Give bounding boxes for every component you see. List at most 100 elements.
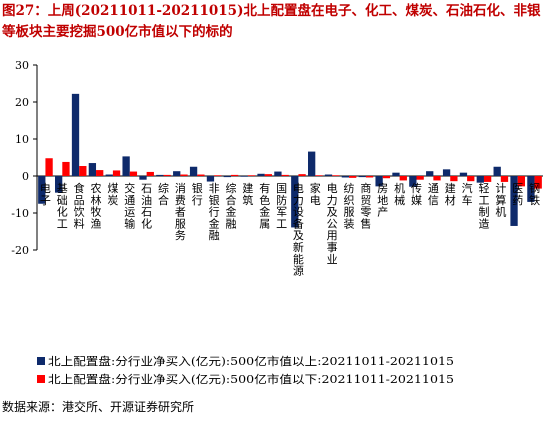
chart-axes: -20 -10 0 10 20 30 xyxy=(11,59,543,257)
chart-bars xyxy=(38,93,542,228)
legend-label: 北上配置盘:分行业净买入(亿元):500亿市值以下:20211011-20211… xyxy=(48,372,454,386)
x-tick-label: 基础化工 xyxy=(57,182,68,230)
bar-below-500-27 xyxy=(500,176,509,182)
x-tick-label: 房地产 xyxy=(377,182,388,219)
x-tick-label: 消费者服务 xyxy=(175,181,186,242)
y-tick-label: -10 xyxy=(11,207,29,220)
bar-below-500-4 xyxy=(112,170,121,176)
x-tick-label: 医药 xyxy=(512,182,523,207)
figure-title: 图27：上周(20211011-20211015)北上配置盘在电子、化工、煤炭、… xyxy=(2,3,541,40)
bar-above-500-26 xyxy=(476,176,484,183)
bar-below-500-9 xyxy=(197,174,205,176)
bar-below-500-5 xyxy=(129,171,138,176)
x-tick-label: 纺织服装 xyxy=(344,181,355,230)
x-tick-label: 综合金融 xyxy=(225,181,236,230)
bar-above-500-1 xyxy=(55,176,63,193)
bar-below-500-1 xyxy=(62,161,70,176)
y-tick-label: -20 xyxy=(11,244,29,257)
bar-above-500-2 xyxy=(71,93,80,176)
x-tick-label: 轻工制造 xyxy=(478,181,489,230)
x-tick-label: 家电 xyxy=(310,181,321,207)
bar-below-500-15 xyxy=(298,174,306,176)
bar-below-500-12 xyxy=(247,175,256,176)
bar-above-500-16 xyxy=(308,151,316,176)
bar-above-500-19 xyxy=(358,176,366,178)
bar-below-500-0 xyxy=(45,158,53,176)
bar-below-500-2 xyxy=(79,166,87,176)
bar-above-500-15 xyxy=(291,176,299,228)
bar-above-500-8 xyxy=(173,171,181,176)
bar-above-500-22 xyxy=(409,176,417,187)
bar-above-500-4 xyxy=(105,174,113,176)
bar-above-500-6 xyxy=(139,176,147,180)
x-tick-label: 交通运输 xyxy=(124,181,135,230)
bar-above-500-13 xyxy=(257,173,265,176)
x-tick-label: 农林牧渔 xyxy=(91,181,102,230)
x-tick-label: 煤炭 xyxy=(107,182,118,207)
bar-below-500-22 xyxy=(416,176,424,180)
legend-swatch xyxy=(37,357,45,365)
y-tick-label: 30 xyxy=(15,59,29,72)
x-tick-label: 汽车 xyxy=(462,181,473,207)
bar-above-500-9 xyxy=(189,166,198,176)
x-tick-label: 综合 xyxy=(158,181,169,207)
x-tick-label: 计算机 xyxy=(495,182,506,219)
x-tick-label: 食品饮料 xyxy=(74,181,85,230)
bar-below-500-6 xyxy=(146,171,154,176)
bar-above-500-24 xyxy=(442,169,451,176)
bar-below-500-19 xyxy=(365,176,374,178)
y-tick-label: 20 xyxy=(15,96,29,109)
x-tick-label: 传媒 xyxy=(411,182,422,207)
bar-below-500-20 xyxy=(382,176,391,179)
bar-below-500-13 xyxy=(264,174,272,176)
bar-above-500-29 xyxy=(527,176,535,202)
x-tick-label: 电力设备及新能源 xyxy=(293,182,304,278)
bar-below-500-29 xyxy=(534,176,542,189)
x-tick-label: 石油石化 xyxy=(141,182,152,230)
bar-below-500-3 xyxy=(96,170,104,176)
bar-below-500-10 xyxy=(214,175,222,176)
x-tick-label: 国防军工 xyxy=(276,182,287,230)
x-tick-label: 电力及公用事业 xyxy=(327,182,338,266)
bar-above-500-10 xyxy=(206,176,215,182)
x-tick-labels: 电子基础化工食品饮料农林牧渔煤炭交通运输石油石化综合消费者服务银行非银行金融综合… xyxy=(40,181,540,278)
bar-below-500-25 xyxy=(467,176,475,182)
x-tick-label: 建筑 xyxy=(242,181,253,207)
x-tick-label: 商贸零售 xyxy=(360,181,371,230)
y-tick-label: 0 xyxy=(22,170,29,183)
bar-below-500-24 xyxy=(450,176,458,182)
x-tick-label: 银行 xyxy=(192,181,203,207)
bar-below-500-26 xyxy=(483,176,492,182)
bar-above-500-25 xyxy=(459,172,468,176)
bar-below-500-17 xyxy=(332,175,340,176)
bar-above-500-12 xyxy=(240,176,248,177)
bar-above-500-14 xyxy=(274,171,282,176)
figure-source: 数据来源：港交所、开源证券研究所 xyxy=(2,400,195,414)
y-tick-label: 10 xyxy=(15,133,29,146)
bar-chart: -20 -10 0 10 20 30 电子基础化工食品饮料农林牧渔煤炭交通运输石油石化综合… xyxy=(11,59,543,386)
legend-swatch xyxy=(37,375,45,383)
chart-legend: 北上配置盘:分行业净买入(亿元):500亿市值以上:20211011-20211… xyxy=(37,354,454,386)
bar-below-500-16 xyxy=(315,175,323,176)
bar-below-500-28 xyxy=(517,176,525,187)
bar-above-500-28 xyxy=(510,176,518,226)
x-tick-label: 建材 xyxy=(445,181,456,207)
x-tick-label: 机械 xyxy=(394,181,405,207)
bar-above-500-17 xyxy=(324,174,333,176)
bar-above-500-0 xyxy=(38,176,46,204)
bar-above-500-21 xyxy=(392,172,400,176)
bar-below-500-14 xyxy=(281,174,289,176)
bar-above-500-3 xyxy=(88,163,97,176)
bar-above-500-20 xyxy=(375,176,383,187)
bar-below-500-21 xyxy=(399,176,407,181)
bar-above-500-7 xyxy=(156,174,164,176)
x-tick-label: 钢铁 xyxy=(529,182,540,207)
bar-above-500-27 xyxy=(493,166,501,176)
legend-label: 北上配置盘:分行业净买入(亿元):500亿市值以上:20211011-20211… xyxy=(48,354,454,368)
x-tick-label: 有色金属 xyxy=(259,181,270,230)
bar-above-500-5 xyxy=(122,156,130,176)
bar-below-500-18 xyxy=(349,176,357,178)
bar-above-500-18 xyxy=(341,176,350,178)
x-tick-label: 通信 xyxy=(428,182,439,207)
bar-below-500-7 xyxy=(163,174,171,176)
